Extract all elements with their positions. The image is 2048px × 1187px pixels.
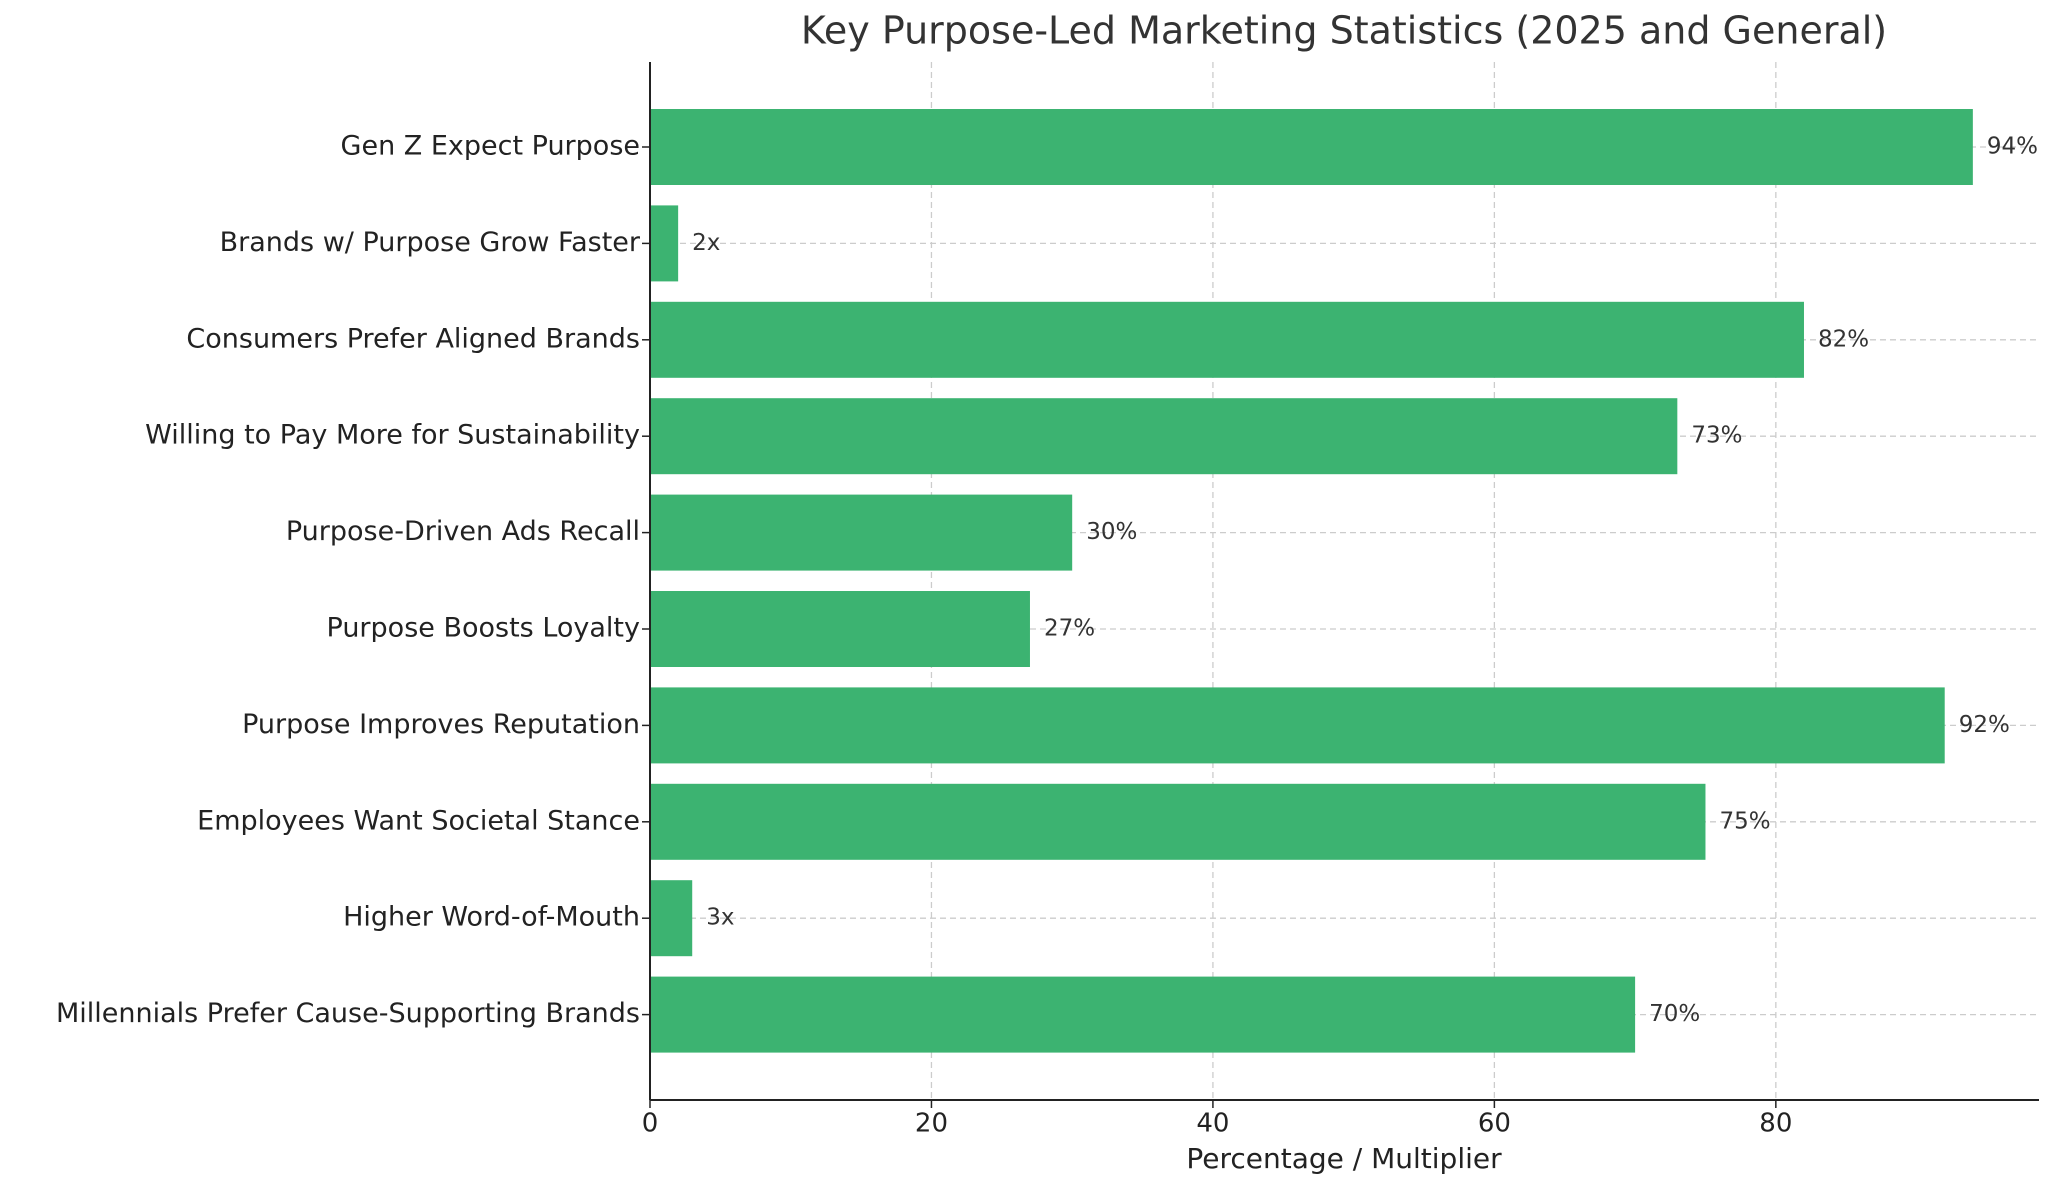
chart-title: Key Purpose-Led Marketing Statistics (20… [801, 9, 1887, 53]
y-tick-label: Purpose Boosts Loyalty [327, 613, 641, 644]
bar [650, 398, 1678, 475]
value-label: 75% [1719, 808, 1770, 834]
y-tick-label: Willing to Pay More for Sustainability [145, 420, 640, 451]
value-label: 3x [706, 905, 734, 931]
x-tick-label: 60 [1478, 1109, 1511, 1139]
bar [650, 301, 1804, 378]
y-tick-label: Millennials Prefer Cause-Supporting Bran… [56, 998, 640, 1029]
x-tick-label: 80 [1759, 1109, 1792, 1139]
y-tick-label: Purpose-Driven Ads Recall [286, 516, 640, 547]
bar [650, 880, 693, 957]
bar [650, 783, 1706, 860]
value-label: 27% [1044, 616, 1095, 642]
value-label: 30% [1086, 519, 1137, 545]
y-tick-label: Employees Want Societal Stance [197, 805, 640, 836]
bar [650, 591, 1030, 667]
y-tick-label: Consumers Prefer Aligned Brands [186, 323, 640, 354]
value-label: 82% [1818, 326, 1869, 352]
bar [650, 109, 1973, 185]
bar [650, 687, 1945, 764]
value-label: 73% [1691, 423, 1742, 449]
x-tick-label: 0 [642, 1109, 659, 1139]
value-label: 70% [1649, 1001, 1700, 1027]
x-axis-label: Percentage / Multiplier [1186, 1142, 1502, 1175]
y-tick-label: Gen Z Expect Purpose [341, 131, 640, 162]
value-label: 2x [692, 230, 720, 256]
value-label: 94% [1987, 134, 2038, 160]
bar [650, 494, 1073, 571]
x-tick-label: 20 [915, 1109, 948, 1139]
y-tick-label: Brands w/ Purpose Grow Faster [220, 227, 641, 258]
x-tick-label: 40 [1196, 1109, 1229, 1139]
value-label: 92% [1959, 712, 2010, 738]
y-tick-label: Purpose Improves Reputation [242, 709, 640, 740]
bar [650, 976, 1636, 1053]
bar [650, 205, 679, 282]
y-tick-label: Higher Word-of-Mouth [343, 902, 640, 933]
